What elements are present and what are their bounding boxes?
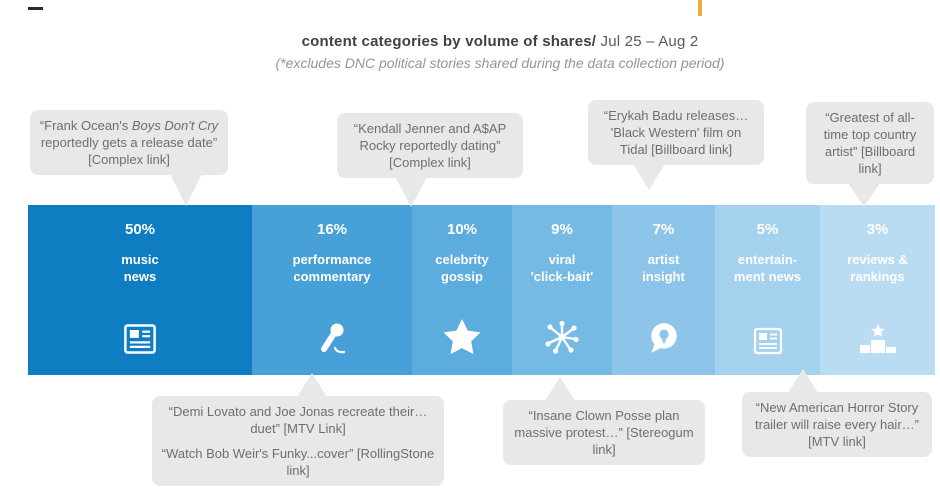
segment-label: entertain- ment news xyxy=(733,252,802,284)
segment-percent: 9% xyxy=(551,221,573,238)
callout-text: “Watch Bob Weir's Funky...cover” [Rollin… xyxy=(161,446,435,478)
segment-artist-insight: 7% artist insight xyxy=(612,205,715,375)
callout-demi-lovato-bob-weir: “Demi Lovato and Joe Jonas recreate thei… xyxy=(152,373,444,486)
viral-burst-icon xyxy=(512,319,612,355)
stacked-bar: 50% music news 16% performance commentar… xyxy=(28,205,935,375)
callout-tail-down xyxy=(170,174,202,206)
callout-text: reportedly gets a release date” [Complex… xyxy=(40,135,218,167)
callout-greatest-country: “Greatest of all-time top country artist… xyxy=(806,102,934,207)
segment-reviews-rankings: 3% reviews & rankings xyxy=(820,205,935,375)
microphone-icon xyxy=(252,321,412,355)
callout-american-horror-story: “New American Horror Story trailer will … xyxy=(742,369,932,457)
segment-entertainment-news: 5% entertain- ment news xyxy=(715,205,820,375)
newspaper-icon xyxy=(715,327,820,355)
top-yellow-tick xyxy=(698,0,702,16)
callout-tail-down xyxy=(848,183,880,207)
callout-kendall-jenner: “Kendall Jenner and A$AP Rocky reportedl… xyxy=(337,113,523,207)
callout-insane-clown-posse: “Insane Clown Posse plan massive protest… xyxy=(503,377,705,465)
segment-label: viral 'click-bait' xyxy=(530,252,594,284)
segment-viral-clickbait: 9% viral 'click-bait' xyxy=(512,205,612,375)
segment-label: celebrity gossip xyxy=(435,252,489,284)
segment-percent: 3% xyxy=(866,221,889,238)
star-icon xyxy=(412,319,512,355)
chart-title-dates: Jul 25 – Aug 2 xyxy=(596,33,699,50)
podium-star-icon xyxy=(820,323,935,355)
callout-text: “Frank Ocean's xyxy=(39,118,132,133)
callout-text-italic: Boys Don't Cry xyxy=(131,118,219,133)
chart-subtitle: (*excludes DNC political stories shared … xyxy=(275,55,725,71)
callout-text: “Demi Lovato and Joe Jonas recreate thei… xyxy=(168,404,428,436)
segment-performance-commentary: 16% performance commentary xyxy=(252,205,412,375)
segment-label: performance commentary xyxy=(292,252,372,284)
callout-tail-down xyxy=(633,164,665,190)
segment-percent: 16% xyxy=(316,221,348,238)
segment-label: artist insight xyxy=(642,252,685,284)
callout-tail-up xyxy=(297,373,327,397)
segment-music-news: 50% music news xyxy=(28,205,252,375)
segment-percent: 7% xyxy=(652,221,675,238)
segment-label: reviews & rankings xyxy=(847,252,908,284)
callout-tail-up xyxy=(545,377,575,401)
callout-tail-up xyxy=(788,369,818,393)
callout-erykah-badu: “Erykah Badu releases… 'Black Western' f… xyxy=(588,100,764,190)
callout-text: “Kendall Jenner and A$AP Rocky reportedl… xyxy=(353,121,507,170)
segment-label: music news xyxy=(121,252,159,284)
newspaper-icon xyxy=(28,323,252,355)
segment-percent: 50% xyxy=(124,221,156,238)
top-left-mark xyxy=(28,7,43,10)
callout-tail-down xyxy=(395,177,427,207)
chart-title-main: content categories by volume of shares/ xyxy=(301,33,597,50)
lightbulb-bubble-icon xyxy=(612,321,715,355)
callout-text: “Greatest of all-time top country artist… xyxy=(823,110,917,176)
callout-frank-ocean: “Frank Ocean's Boys Don't Cry reportedly… xyxy=(30,110,228,206)
segment-percent: 5% xyxy=(756,221,779,238)
segment-percent: 10% xyxy=(446,221,478,238)
callout-text: “New American Horror Story trailer will … xyxy=(755,400,919,449)
callout-text: “Insane Clown Posse plan massive protest… xyxy=(514,408,694,457)
callout-text: “Erykah Badu releases… 'Black Western' f… xyxy=(603,108,749,157)
segment-celebrity-gossip: 10% celebrity gossip xyxy=(412,205,512,375)
chart-title: content categories by volume of shares/ … xyxy=(70,33,930,50)
